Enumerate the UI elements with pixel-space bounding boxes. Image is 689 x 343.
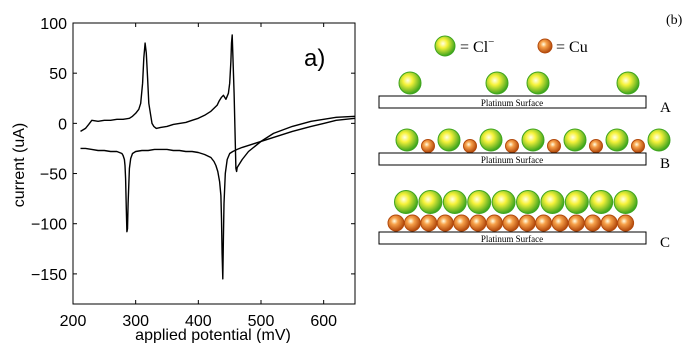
trace-group [80, 34, 356, 280]
chloride-atom [521, 128, 545, 152]
chloride-atom [526, 71, 550, 95]
copper-atom [547, 139, 561, 153]
row-label-a: A [660, 100, 671, 116]
chloride-atom [398, 71, 422, 95]
row-a: Platinum Surface A [378, 71, 671, 116]
y-tick-label: 0 [58, 116, 67, 133]
x-tick-label: 600 [310, 313, 337, 330]
copper-atom [551, 214, 569, 232]
adsorption-diagram: (b) = Cl− = Cu Platinum Surface A Platin… [378, 13, 683, 251]
x-tick-label: 400 [185, 313, 212, 330]
copper-atom [617, 214, 635, 232]
chloride-charge-label: − [488, 36, 494, 48]
copper-atom [502, 214, 520, 232]
y-tick-label: 100 [40, 16, 67, 33]
copper-atom [505, 139, 519, 153]
surface-label-a: Platinum Surface [481, 98, 543, 108]
y-tick-label: 50 [49, 66, 67, 83]
y-tick-label: −50 [40, 167, 67, 184]
copper-atom [403, 214, 421, 232]
chloride-atom [589, 190, 614, 214]
chloride-atom [647, 128, 671, 152]
chloride-atom [540, 190, 565, 214]
platinum-surface-a [378, 95, 647, 109]
copper-atom [535, 214, 553, 232]
panel-b-label: (b) [666, 13, 683, 28]
copper-legend-label: = Cu [556, 39, 588, 56]
chloride-atom [437, 128, 461, 152]
copper-legend-icon [537, 38, 553, 54]
row-a-atoms [398, 71, 640, 95]
copper-atom [453, 214, 471, 232]
chloride-atom [491, 190, 516, 214]
chloride-legend-icon [434, 35, 456, 57]
svg-text:= Cl−: = Cl− [460, 36, 494, 56]
anodic-sweep-line [80, 34, 356, 173]
chloride-atom [442, 190, 467, 214]
copper-atom [463, 139, 477, 153]
copper-atom [584, 214, 602, 232]
chloride-atom [479, 128, 503, 152]
copper-atom [589, 139, 603, 153]
legend: = Cl− = Cu [434, 35, 588, 57]
copper-atom [420, 214, 438, 232]
row-b-atoms [395, 128, 671, 153]
chloride-atom [394, 190, 418, 214]
chloride-atom [485, 71, 509, 95]
chloride-atom [516, 190, 540, 214]
panel-a-label: a) [304, 45, 325, 72]
chloride-atom [616, 71, 640, 95]
x-axis-label: applied potential (mV) [135, 327, 291, 343]
x-tick-label: 200 [60, 313, 87, 330]
copper-atom [631, 139, 645, 153]
y-axis-ticks: 100 50 0 −50 −100 −150 [31, 16, 355, 284]
y-tick-label: −100 [31, 217, 67, 234]
chloride-atom [467, 190, 492, 214]
copper-atom [485, 214, 503, 232]
copper-atom [387, 214, 405, 232]
copper-atom [421, 139, 435, 153]
x-tick-label: 300 [122, 313, 149, 330]
surface-label-c: Platinum Surface [481, 234, 543, 244]
x-tick-label: 500 [248, 313, 275, 330]
copper-atom [469, 214, 487, 232]
y-axis-label: current (uA) [11, 123, 28, 207]
row-c-atoms [387, 190, 638, 232]
chloride-atom [564, 190, 589, 214]
chloride-atom [563, 128, 587, 152]
copper-atom [600, 214, 618, 232]
row-label-c: C [660, 235, 670, 251]
copper-atom [436, 214, 454, 232]
cathodic-sweep-line [80, 117, 356, 280]
plot-frame [72, 22, 356, 305]
platinum-surface-c [378, 231, 647, 245]
platinum-surface-b [378, 152, 647, 166]
row-c: Platinum Surface C [378, 190, 670, 251]
copper-atom [567, 214, 585, 232]
chloride-atom [395, 128, 419, 152]
row-b: Platinum Surface B [378, 128, 671, 172]
row-label-b: B [660, 156, 670, 172]
chloride-atom [613, 190, 638, 214]
y-tick-label: −150 [31, 267, 67, 284]
chloride-atom [418, 190, 443, 214]
x-axis-ticks: 200 300 400 500 600 [60, 23, 337, 330]
chloride-legend-label: = Cl [460, 39, 489, 56]
chloride-atom [605, 128, 629, 152]
copper-atom [518, 214, 536, 232]
surface-label-b: Platinum Surface [481, 155, 543, 165]
